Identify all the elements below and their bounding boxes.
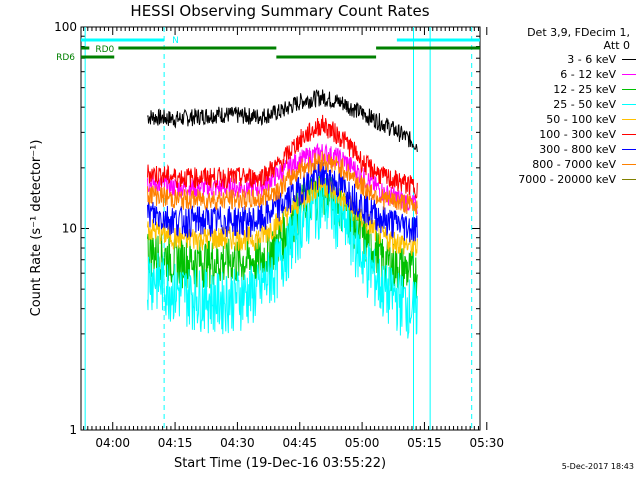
legend-header-line1: Det 3,9, FDecim 1, bbox=[527, 26, 630, 39]
y-tick-label: 10 bbox=[62, 222, 77, 236]
series-line bbox=[147, 159, 418, 243]
series-line bbox=[147, 173, 418, 299]
legend-entry: 300 - 800 keV bbox=[496, 142, 636, 157]
legend-swatch bbox=[622, 119, 636, 120]
legend-entry-label: 100 - 300 keV bbox=[539, 128, 616, 141]
legend-swatch bbox=[622, 149, 636, 150]
legend-entry-label: 800 - 7000 keV bbox=[532, 158, 616, 171]
legend-entry-label: 7000 - 20000 keV bbox=[518, 173, 616, 186]
legend-swatch bbox=[622, 89, 636, 90]
legend-entry-label: 25 - 50 keV bbox=[553, 98, 616, 111]
x-tick-label: 04:45 bbox=[282, 436, 317, 450]
x-tick-label: 04:30 bbox=[220, 436, 255, 450]
y-tick-label: 1 bbox=[69, 423, 77, 437]
legend-entry: 7000 - 20000 keV bbox=[496, 172, 636, 187]
legend-header-line2: Att 0 bbox=[603, 39, 630, 52]
series-line bbox=[147, 114, 418, 199]
x-tick-label: 05:15 bbox=[407, 436, 442, 450]
y-tick-label: 100 bbox=[54, 20, 77, 34]
series-line bbox=[147, 151, 418, 216]
legend-rows: 3 - 6 keV 6 - 12 keV 12 - 25 keV 25 - 50 ke… bbox=[496, 52, 636, 187]
series-line bbox=[147, 177, 418, 339]
x-tick-label: 04:15 bbox=[158, 436, 193, 450]
legend-entry: 6 - 12 keV bbox=[496, 67, 636, 82]
legend-swatch bbox=[622, 74, 636, 75]
legend-entry: 3 - 6 keV bbox=[496, 52, 636, 67]
legend-swatch bbox=[622, 104, 636, 105]
y-axis-title: Count Rate (s⁻¹ detector⁻¹) bbox=[29, 140, 44, 317]
legend-entry: 800 - 7000 keV bbox=[496, 157, 636, 172]
x-tick-label: 05:30 bbox=[469, 436, 504, 450]
legend-swatch bbox=[622, 134, 636, 135]
legend-entry-label: 6 - 12 keV bbox=[560, 68, 616, 81]
legend-entry-label: 50 - 100 keV bbox=[546, 113, 616, 126]
x-tick-label: 04:00 bbox=[95, 436, 130, 450]
x-tick-label: 05:00 bbox=[345, 436, 380, 450]
series-line bbox=[147, 142, 418, 215]
series-line bbox=[147, 89, 418, 152]
flag-label: N bbox=[172, 36, 179, 46]
flag-label: RD6 bbox=[56, 53, 75, 63]
legend-entry-label: 300 - 800 keV bbox=[539, 143, 616, 156]
flag-label: RD0 bbox=[95, 45, 114, 55]
legend-entry: 25 - 50 keV bbox=[496, 97, 636, 112]
generation-timestamp: 5-Dec-2017 18:43 bbox=[561, 462, 634, 471]
legend-entry: 100 - 300 keV bbox=[496, 127, 636, 142]
plot-axes: 04:00 04:15 04:30 04:45 05:00 05:15 05:30 1 10 10… bbox=[54, 20, 504, 450]
legend-swatch bbox=[622, 164, 636, 165]
legend-entry: 12 - 25 keV bbox=[496, 82, 636, 97]
chart-title: HESSI Observing Summary Count Rates bbox=[130, 2, 429, 20]
legend-entry-label: 3 - 6 keV bbox=[567, 53, 616, 66]
series-line bbox=[147, 171, 418, 257]
legend-swatch bbox=[622, 59, 636, 60]
plot-marks: N RD0 RD6 bbox=[56, 27, 480, 430]
legend-entry: 50 - 100 keV bbox=[496, 112, 636, 127]
x-axis-title: Start Time (19-Dec-16 03:55:22) bbox=[174, 456, 386, 471]
legend: Det 3,9, FDecim 1, Att 0 3 - 6 keV 6 - 12… bbox=[496, 26, 636, 187]
legend-swatch bbox=[622, 179, 636, 180]
legend-entry-label: 12 - 25 keV bbox=[553, 83, 616, 96]
